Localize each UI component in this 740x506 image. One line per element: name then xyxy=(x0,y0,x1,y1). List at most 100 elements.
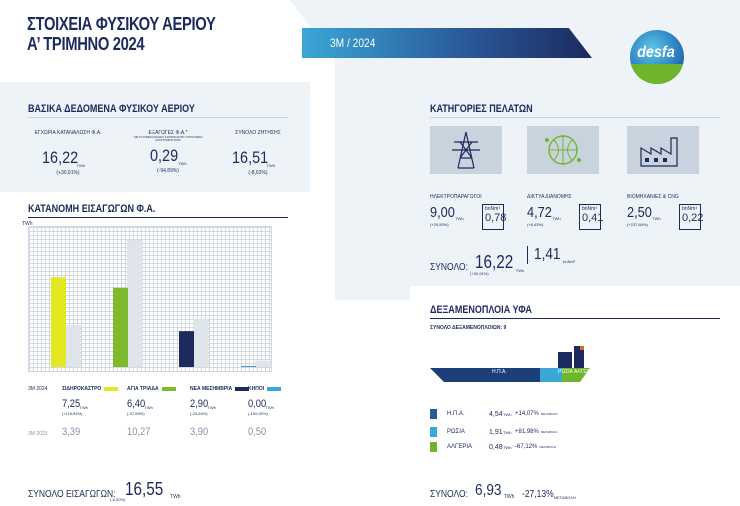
import-point-change: (+115,84%) xyxy=(62,411,83,416)
customer-unit: TWh xyxy=(652,216,661,221)
basic-data-rule xyxy=(28,117,288,118)
kpi-unit: TWh xyxy=(76,163,85,168)
customer-value-line: 4,72 TWh xyxy=(527,204,577,221)
basic-data-title: ΒΑΣΙΚΑ ΔΕΔΟΜΕΝΑ ΦΥΣΙΚΟΥ ΑΕΡΙΟΥ xyxy=(28,103,195,115)
import-point-change: (-25,64%) xyxy=(190,411,208,416)
title-line-2: Α’ ΤΡΙΜΗΝΟ 2024 xyxy=(27,34,145,54)
legend-swatch xyxy=(161,387,176,391)
lng-row-swatch xyxy=(430,427,437,437)
customer-volume-value: 0,78 xyxy=(485,212,507,224)
import-point-unit: TWh xyxy=(79,405,88,410)
customers-total-label: ΣΥΝΟΛΟ: xyxy=(430,262,468,273)
lng-row-change-unit: ΜΕΤΑΒΟΛΗ xyxy=(539,445,556,449)
bar-2024 xyxy=(179,331,194,367)
lng-total: ΣΥΝΟΛΟ: 6,93 TWh -27,13% ΜΕΤΑΒΟΛΗ xyxy=(430,482,576,500)
lng-row-change-unit: ΜΕΤΑΒΟΛΗ xyxy=(540,412,558,416)
kpi-label: ΕΞΑΓΩΓΕΣ Φ.Α.* xyxy=(148,130,188,136)
bar-2023 xyxy=(255,360,271,367)
period-label: 3Μ / 2024 xyxy=(330,36,376,50)
lng-row-swatch xyxy=(430,409,437,419)
customers-total-box-unit: bnNm³ xyxy=(563,259,576,264)
import-point-value: 0,00 xyxy=(248,398,267,410)
lng-row-change: +81,98% xyxy=(515,429,539,435)
chart-y-unit: TWh xyxy=(22,221,33,227)
import-point-header: ΝΕΑ ΜΕΣΗΜΒΡΙΑ xyxy=(190,386,250,392)
previous-period-label: 3Μ 2023 xyxy=(28,431,48,437)
kpi-change: (-8,63%) xyxy=(248,170,268,176)
customers-total-box: 1,41 bnNm³ xyxy=(527,246,575,264)
lng-row: ΡΩΣΙΑ 1,91 TWh +81,98% ΜΕΤΑΒΟΛΗ xyxy=(430,426,630,438)
kpi-total-demand: ΣΥΝΟΛΟ ΖΗΤΗΣΗΣ 16,51 TWh (-8,63%) xyxy=(218,130,298,176)
kpi-value: 16,22 xyxy=(42,148,79,167)
period-banner xyxy=(302,28,592,58)
lng-row-swatch xyxy=(430,442,437,452)
import-point-unit: TWh xyxy=(265,405,274,410)
lng-row-unit: TWh xyxy=(503,444,512,450)
customer-value: 9,00 xyxy=(430,204,455,221)
customers-total-value: 16,22 xyxy=(474,252,513,272)
import-point-column: ΝΕΑ ΜΕΣΗΜΒΡΙΑ 2,90 TWh (-25,64%) 3,90 xyxy=(190,386,250,438)
current-period-label: 3Μ 2024 xyxy=(28,386,48,392)
desfa-logo: desfa xyxy=(630,30,684,84)
kpi-value: 0,29 xyxy=(150,146,179,165)
kpi-value-row: 16,22 TWh xyxy=(28,148,108,168)
kpi-value-row: 16,51 TWh xyxy=(218,148,298,168)
lng-row-unit: TWh xyxy=(503,429,512,435)
kpi-consumption: ΕΓΧΩΡΙΑ ΚΑΤΑΝΑΛΩΣΗ Φ.Α. 16,22 TWh (+30,9… xyxy=(28,130,108,176)
logo-text: desfa xyxy=(637,44,675,61)
bar-2024 xyxy=(241,366,256,367)
logo-green-swoosh xyxy=(630,64,684,84)
customer-category-label: ΗΛΕΚΤΡΟΠΑΡΑΓΩΓΟΙ xyxy=(430,194,482,200)
import-point-header: ΑΓΙΑ ΤΡΙΑΔΑ xyxy=(127,386,187,392)
kpi-unit: TWh xyxy=(178,161,187,166)
kpi-exports: ΕΞΑΓΩΓΕΣ Φ.Α.* *ΜΕ ΤΟ ΣΗΜΕΙΟ ΕΙΣΟΔΟΥ ΣΙΔ… xyxy=(128,130,208,174)
customer-volume-unit: bnNm³ xyxy=(682,206,698,212)
customer-change: (+29,50%) xyxy=(430,222,449,227)
lng-row: Η.Π.Α. 4,54 TWh +14,07% ΜΕΤΑΒΟΛΗ xyxy=(430,408,630,420)
bar-2024 xyxy=(113,287,128,367)
customer-value-row: 4,72 TWh (+8,43%) bnNm³ 0,41 xyxy=(527,204,621,230)
import-point-name: ΚΗΠΟΙ xyxy=(248,386,265,392)
customer-value-block: 2,50 TWh (+237,84%) xyxy=(627,204,677,227)
lng-row-name: Η.Π.Α. xyxy=(447,411,465,417)
customer-value-line: 9,00 TWh xyxy=(430,204,480,221)
legend-swatch xyxy=(267,387,282,391)
lng-row-value: 0,48 xyxy=(489,443,503,451)
lng-rule xyxy=(430,318,720,319)
imports-title: ΚΑΤΑΝΟΜΗ ΕΙΣΑΓΩΓΩΝ Φ.Α. xyxy=(28,203,156,215)
imports-total: ΣΥΝΟΛΟ ΕΙΣΑΓΩΓΩΝ: 16,55 TWh xyxy=(28,479,181,500)
customer-volume-unit: bnNm³ xyxy=(582,206,598,212)
lng-total-change: -27,13% xyxy=(522,489,555,500)
lng-row-name: ΡΩΣΙΑ xyxy=(447,429,465,435)
customer-volume-box: bnNm³ 0,41 xyxy=(579,204,604,230)
customer-value: 2,50 xyxy=(627,204,652,221)
import-point-column: ΚΗΠΟΙ 0,00 TWh (-100,00%) 0,50 xyxy=(248,386,308,438)
import-point-prev-value: 10,27 xyxy=(127,426,151,438)
customer-value-row: 9,00 TWh (+29,50%) bnNm³ 0,78 xyxy=(430,204,524,230)
basic-data-band xyxy=(0,82,310,192)
customer-value-block: 4,72 TWh (+8,43%) xyxy=(527,204,577,227)
import-point-change: (-100,00%) xyxy=(248,411,268,416)
legend-swatch xyxy=(235,387,250,391)
lng-total-label: ΣΥΝΟΛΟ: xyxy=(430,489,468,500)
customer-change: (+237,84%) xyxy=(627,222,648,227)
import-point-value-row: 2,90 TWh xyxy=(190,398,250,410)
imports-rule xyxy=(28,217,288,218)
kpi-label: ΕΓΧΩΡΙΑ ΚΑΤΑΝΑΛΩΣΗ Φ.Α. xyxy=(34,130,102,136)
ship-label-usa: Η.Π.Α. xyxy=(492,369,507,375)
customers-total-unit: TWh xyxy=(515,268,525,273)
lng-row-unit: TWh xyxy=(503,411,512,417)
lng-ship-illustration xyxy=(430,346,600,382)
bar-2023 xyxy=(65,325,81,367)
customer-volume-value: 0,41 xyxy=(582,212,604,224)
factory-icon xyxy=(627,126,699,174)
customer-value-line: 2,50 TWh xyxy=(627,204,677,221)
bar-2024 xyxy=(51,277,66,367)
customers-total-change: (+30,91%) xyxy=(470,271,489,276)
kpi-unit: TWh xyxy=(266,163,275,168)
customer-category: ΒΙΟΜΗΧΑΝΙΕΣ & CNG 2,50 TWh (+237,84%) bnNm³ 0… xyxy=(627,194,721,230)
import-point-value-row: 7,25 TWh xyxy=(62,398,122,410)
lng-count: ΣΥΝΟΛΟ ΔΕΞΑΜΕΝΟΠΛΟΙΩΝ: 9 xyxy=(430,325,507,331)
imports-total-label: ΣΥΝΟΛΟ ΕΙΣΑΓΩΓΩΝ: xyxy=(28,489,116,500)
kpi-footnote: *ΜΕ ΤΟ ΣΗΜΕΙΟ ΕΙΣΟΔΟΥ ΣΙΔΗΡΟΚΑΣΤΡΟ / ΚΗΠ… xyxy=(133,136,203,142)
